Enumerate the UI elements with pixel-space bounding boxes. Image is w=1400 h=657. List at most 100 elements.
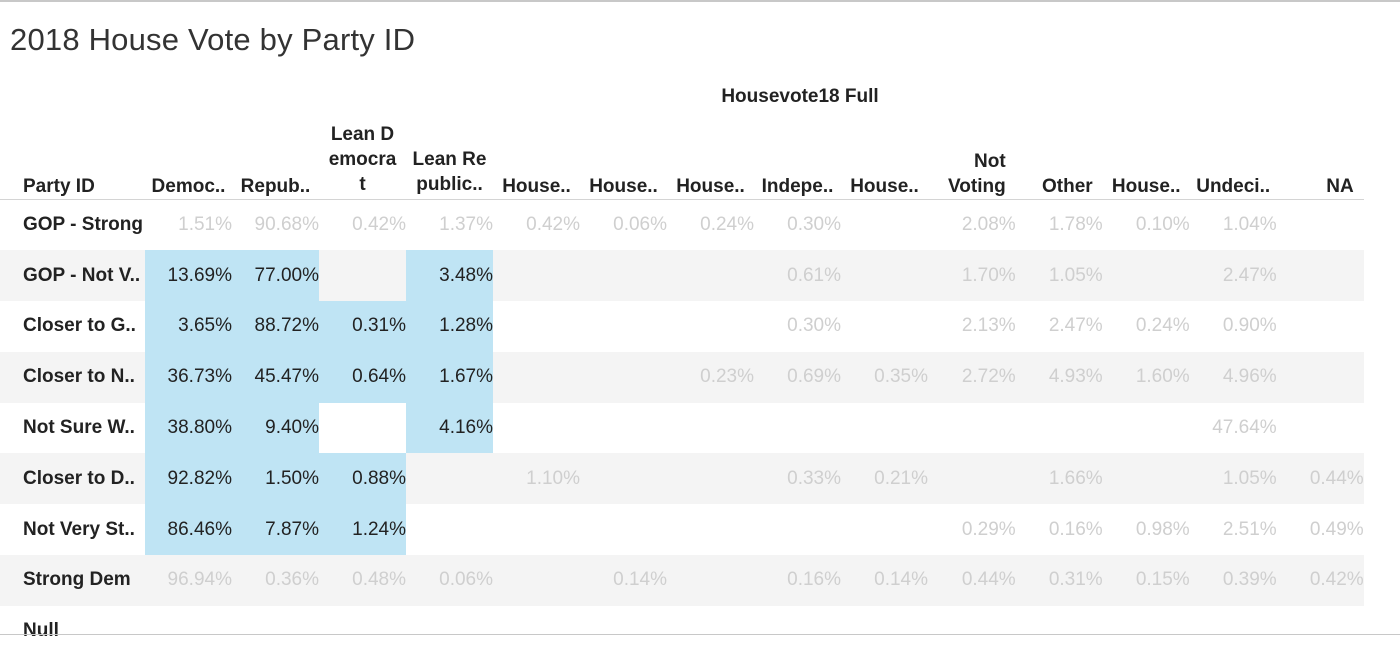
column-header[interactable]: Lean Democrat [319,122,406,200]
table-cell[interactable]: 0.44% [1276,453,1364,505]
table-cell[interactable] [1016,403,1103,454]
row-header[interactable]: Null [23,620,59,642]
table-cell[interactable]: 7.87% [232,504,319,556]
table-cell[interactable] [580,351,667,403]
table-cell[interactable] [1190,606,1277,657]
column-header[interactable]: Other [1015,122,1103,200]
table-cell[interactable]: 1.60% [1102,351,1190,403]
table-cell[interactable] [319,606,406,657]
table-cell[interactable] [841,200,928,251]
table-cell[interactable]: 0.36% [232,555,319,606]
table-cell[interactable] [145,606,232,657]
table-cell[interactable]: 0.06% [406,555,493,606]
table-cell[interactable] [406,504,493,555]
table-cell[interactable]: 38.80% [145,402,232,454]
row-header[interactable]: Not Very St.. [23,518,135,540]
table-cell[interactable] [232,606,319,657]
table-cell[interactable] [841,606,928,657]
column-header[interactable]: House.. [493,122,580,200]
table-cell[interactable] [667,555,754,606]
table-cell[interactable] [406,606,493,657]
row-header[interactable]: Closer to G.. [23,315,136,337]
table-cell[interactable] [841,504,928,555]
column-header[interactable]: Lean Republic.. [406,122,493,200]
table-cell[interactable] [319,403,406,454]
table-cell[interactable] [580,250,667,302]
table-cell[interactable] [580,403,667,454]
table-cell[interactable]: 0.10% [1135,214,1190,236]
table-cell[interactable]: 0.88% [319,453,406,505]
table-cell[interactable] [580,453,667,505]
table-cell[interactable] [580,301,667,352]
table-cell[interactable]: 2.08% [961,214,1016,236]
table-cell[interactable]: 90.68% [254,214,319,236]
table-cell[interactable] [1277,403,1364,454]
table-cell[interactable] [493,301,580,352]
table-cell[interactable]: 0.48% [319,555,406,606]
table-cell[interactable]: 45.47% [232,351,319,403]
table-cell[interactable]: 0.15% [1102,555,1190,606]
table-cell[interactable]: 1.51% [178,214,232,236]
table-cell[interactable]: 96.94% [145,555,232,606]
table-cell[interactable] [1277,606,1364,657]
table-cell[interactable] [1103,403,1190,454]
column-header[interactable]: Repub.. [232,122,319,200]
table-cell[interactable]: 0.30% [787,315,841,337]
table-cell[interactable]: 0.24% [1135,315,1190,337]
column-header[interactable]: House.. [580,122,667,200]
table-cell[interactable] [1103,606,1190,657]
table-cell[interactable] [406,453,493,505]
table-cell[interactable] [493,606,580,657]
table-cell[interactable]: 4.16% [406,402,493,454]
table-cell[interactable] [1276,250,1364,302]
table-cell[interactable] [754,606,841,657]
table-cell[interactable] [754,403,841,454]
table-cell[interactable]: 0.31% [319,301,406,352]
table-cell[interactable]: 0.14% [580,555,667,606]
row-header[interactable]: Strong Dem [0,555,145,606]
table-cell[interactable]: 3.65% [145,301,232,352]
table-cell[interactable]: 1.67% [406,351,493,403]
table-cell[interactable]: 36.73% [145,351,232,403]
table-cell[interactable] [580,606,667,657]
table-cell[interactable] [928,453,1016,505]
table-cell[interactable]: 1.50% [232,453,319,505]
table-cell[interactable] [667,301,754,352]
table-cell[interactable]: 0.16% [1048,518,1103,540]
table-cell[interactable]: 0.06% [613,214,667,236]
table-cell[interactable] [1102,250,1190,302]
table-cell[interactable]: 1.04% [1222,214,1277,236]
table-cell[interactable]: 1.05% [1189,453,1277,505]
table-cell[interactable]: 0.98% [1135,518,1190,540]
column-header[interactable]: House.. [1102,122,1190,200]
table-cell[interactable]: 0.61% [754,250,841,302]
table-cell[interactable]: 9.40% [232,402,319,454]
table-cell[interactable]: 88.72% [232,301,319,352]
table-cell[interactable] [493,504,580,555]
table-cell[interactable] [928,403,1016,454]
table-cell[interactable]: 0.69% [754,351,841,403]
table-cell[interactable] [580,504,667,555]
table-cell[interactable]: 1.78% [1048,214,1103,236]
row-header[interactable]: Closer to D.. [0,453,145,505]
table-cell[interactable] [493,403,580,454]
column-header[interactable]: NA [1276,122,1364,200]
table-cell[interactable] [667,250,754,302]
table-cell[interactable]: 0.31% [1015,555,1103,606]
table-cell[interactable] [1277,301,1364,352]
table-cell[interactable]: 2.47% [1189,250,1277,302]
table-cell[interactable]: 0.16% [754,555,841,606]
table-cell[interactable]: 0.49% [1309,518,1364,540]
table-cell[interactable]: 0.42% [352,214,406,236]
column-header[interactable]: Not Voting [928,122,1016,200]
table-cell[interactable]: 1.28% [406,301,493,352]
row-header[interactable]: Not Sure W.. [23,417,135,439]
table-cell[interactable] [667,453,754,505]
table-cell[interactable]: 1.24% [319,504,406,556]
row-header[interactable]: Closer to N.. [0,351,145,403]
table-cell[interactable]: 0.33% [754,453,841,505]
column-header[interactable]: House.. [841,122,928,200]
table-cell[interactable] [841,250,928,302]
table-cell[interactable]: 4.93% [1015,351,1103,403]
table-cell[interactable]: 0.29% [961,518,1016,540]
